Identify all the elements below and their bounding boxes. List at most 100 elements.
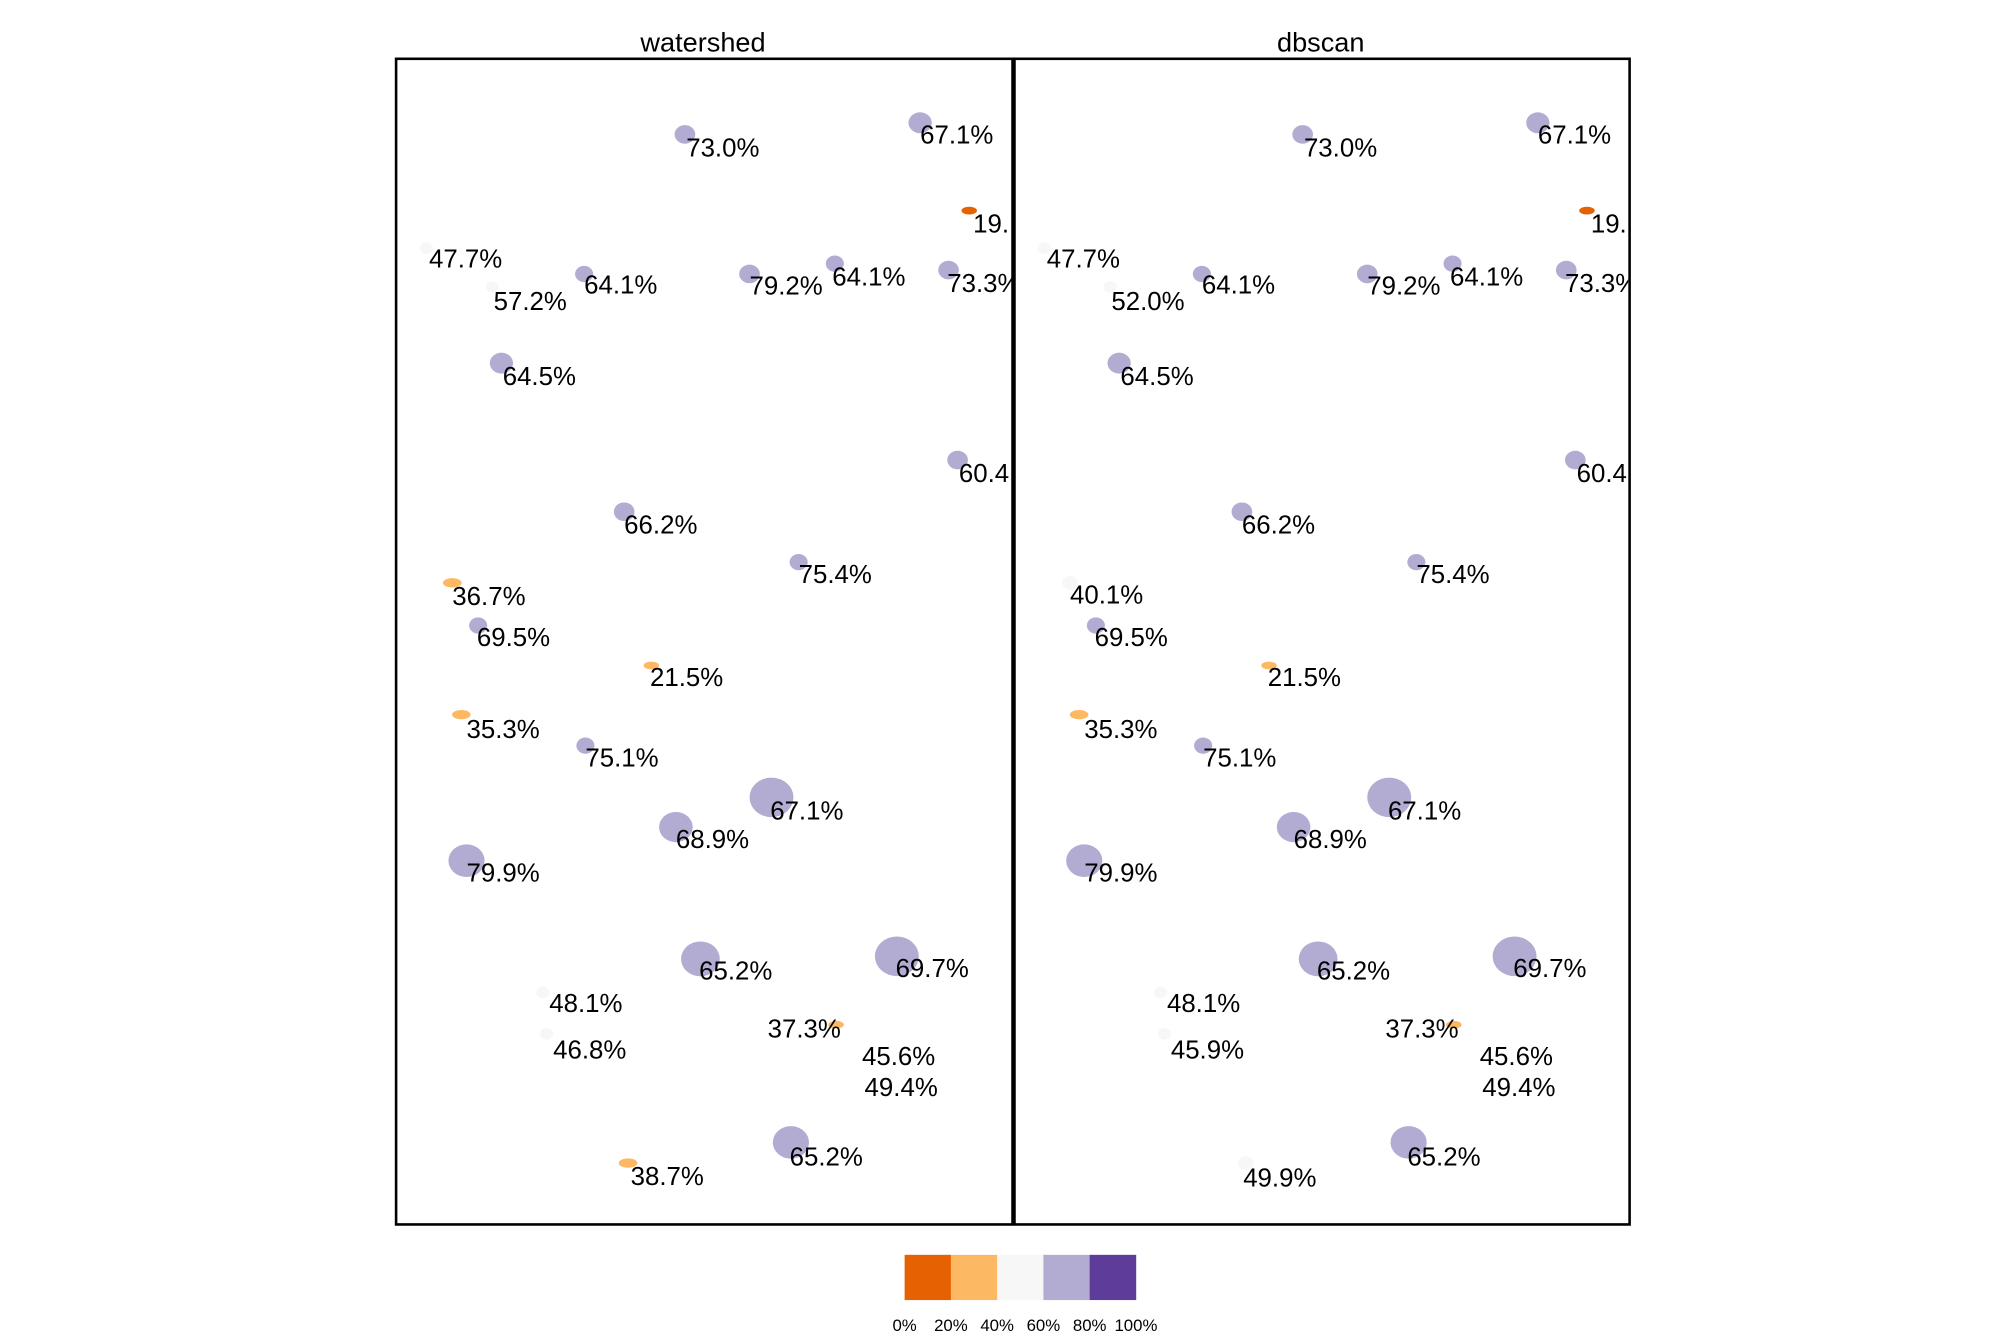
legend-label: 40% xyxy=(980,1316,1014,1335)
region-blob xyxy=(452,709,471,720)
region-blob xyxy=(1107,352,1131,374)
legend-swatch xyxy=(950,1254,998,1301)
legend-label: 0% xyxy=(892,1316,916,1335)
region-blob xyxy=(1298,941,1338,977)
region-blob xyxy=(1037,242,1051,254)
region-blob xyxy=(674,125,696,144)
legend-swatch xyxy=(1089,1254,1137,1301)
region-blob xyxy=(1390,1126,1427,1159)
region-blob xyxy=(1157,1028,1171,1040)
region-label: 69.5% xyxy=(1095,624,1168,652)
region-blob xyxy=(1238,1156,1254,1171)
region-label: 73.0% xyxy=(1304,134,1377,162)
region-blob xyxy=(540,1028,554,1040)
region-blob xyxy=(1154,986,1167,999)
region-label: 64.1% xyxy=(832,264,905,292)
region-label: 37.3% xyxy=(1385,1016,1458,1044)
region-label: 47.7% xyxy=(429,246,502,274)
region-label: 79.9% xyxy=(1084,859,1157,887)
region-label: 69.7% xyxy=(896,955,969,983)
region-label: 40.1% xyxy=(1070,582,1143,610)
legend-label: 20% xyxy=(934,1316,968,1335)
region-blob xyxy=(659,811,693,843)
region-blob xyxy=(1231,502,1253,522)
region-label: 35.3% xyxy=(1084,716,1157,744)
region-label: 65.2% xyxy=(699,958,772,986)
region-label: 65.2% xyxy=(790,1144,863,1172)
region-label: 45.6% xyxy=(1480,1043,1553,1071)
panel-border-dbscan xyxy=(1013,57,1631,1226)
panel-dbscan: 73.0% 67.1% 19. 47.7% 52.0% 64.1% 79.2% 64.1% 73… xyxy=(1037,112,1628,1192)
region-blob xyxy=(825,255,844,272)
region-label: 66.2% xyxy=(624,512,697,540)
region-blob xyxy=(749,777,794,818)
region-label: 66.2% xyxy=(1242,512,1315,540)
region-blob xyxy=(575,265,594,283)
region-blob xyxy=(938,260,959,280)
region-blob xyxy=(1086,617,1105,634)
region-label: 73.3% xyxy=(947,270,1020,298)
region-blob xyxy=(448,844,485,877)
region-label: 75.4% xyxy=(1416,561,1489,589)
region-blob xyxy=(1066,844,1103,877)
panel-title-watershed: watershed xyxy=(639,27,765,58)
legend-label: 60% xyxy=(1027,1316,1061,1335)
region-blob xyxy=(1194,737,1213,754)
region-label: 68.9% xyxy=(676,826,749,854)
region-blob xyxy=(739,264,760,284)
region-label: 37.3% xyxy=(768,1016,841,1044)
region-label: 48.1% xyxy=(1167,990,1240,1018)
region-label: 64.5% xyxy=(503,363,576,391)
region-blob xyxy=(874,936,919,977)
region-label: 64.1% xyxy=(1202,271,1275,299)
region-blob xyxy=(1103,281,1117,293)
region-label: 19. xyxy=(1591,211,1627,239)
region-blob xyxy=(469,617,488,634)
region-label: 73.0% xyxy=(686,134,759,162)
region-label: 79.2% xyxy=(1367,273,1440,301)
region-blob xyxy=(1526,112,1550,134)
region-blob xyxy=(618,1158,638,1168)
region-label: 79.2% xyxy=(750,273,823,301)
region-label: 38.7% xyxy=(631,1163,704,1191)
panel-border-watershed xyxy=(394,57,1014,1226)
region-blob xyxy=(420,242,433,254)
region-blob xyxy=(828,1020,844,1029)
panel-title-dbscan: dbscan xyxy=(1277,27,1364,58)
region-blob xyxy=(1069,709,1089,720)
region-label: 60.4 xyxy=(1577,460,1627,488)
region-blob xyxy=(908,112,932,134)
region-label: 67.1% xyxy=(1388,797,1461,825)
region-blob xyxy=(1564,450,1586,470)
region-blob xyxy=(947,450,968,470)
region-blob xyxy=(1356,264,1378,284)
region-label: 46.8% xyxy=(553,1036,626,1064)
region-label: 57.2% xyxy=(494,288,567,316)
region-label: 35.3% xyxy=(467,716,540,744)
region-label: 75.4% xyxy=(799,561,872,589)
region-blob xyxy=(443,578,462,588)
region-blob xyxy=(1062,575,1078,590)
region-label: 45.6% xyxy=(862,1043,935,1071)
region-label: 45.9% xyxy=(1171,1036,1244,1064)
region-label: 60.4 xyxy=(959,460,1009,488)
legend-label: 100% xyxy=(1114,1316,1157,1335)
region-blob xyxy=(789,554,808,571)
region-blob xyxy=(1407,554,1426,571)
legend-label: 80% xyxy=(1073,1316,1107,1335)
region-label: 67.1% xyxy=(770,797,843,825)
region-blob xyxy=(961,206,977,215)
region-blob xyxy=(576,737,595,754)
region-blob xyxy=(1492,936,1537,977)
legend: 0% 20% 40% 60% 80% 100% xyxy=(892,1254,1157,1335)
region-label: 64.1% xyxy=(584,271,657,299)
region-label: 75.1% xyxy=(1203,744,1276,772)
region-blob xyxy=(772,1126,809,1159)
region-blob xyxy=(1276,811,1311,843)
region-blob xyxy=(1261,661,1277,670)
region-label: 79.9% xyxy=(467,859,540,887)
region-label: 21.5% xyxy=(1268,664,1341,692)
region-label: 75.1% xyxy=(585,744,658,772)
region-label: 49.4% xyxy=(1482,1074,1555,1102)
